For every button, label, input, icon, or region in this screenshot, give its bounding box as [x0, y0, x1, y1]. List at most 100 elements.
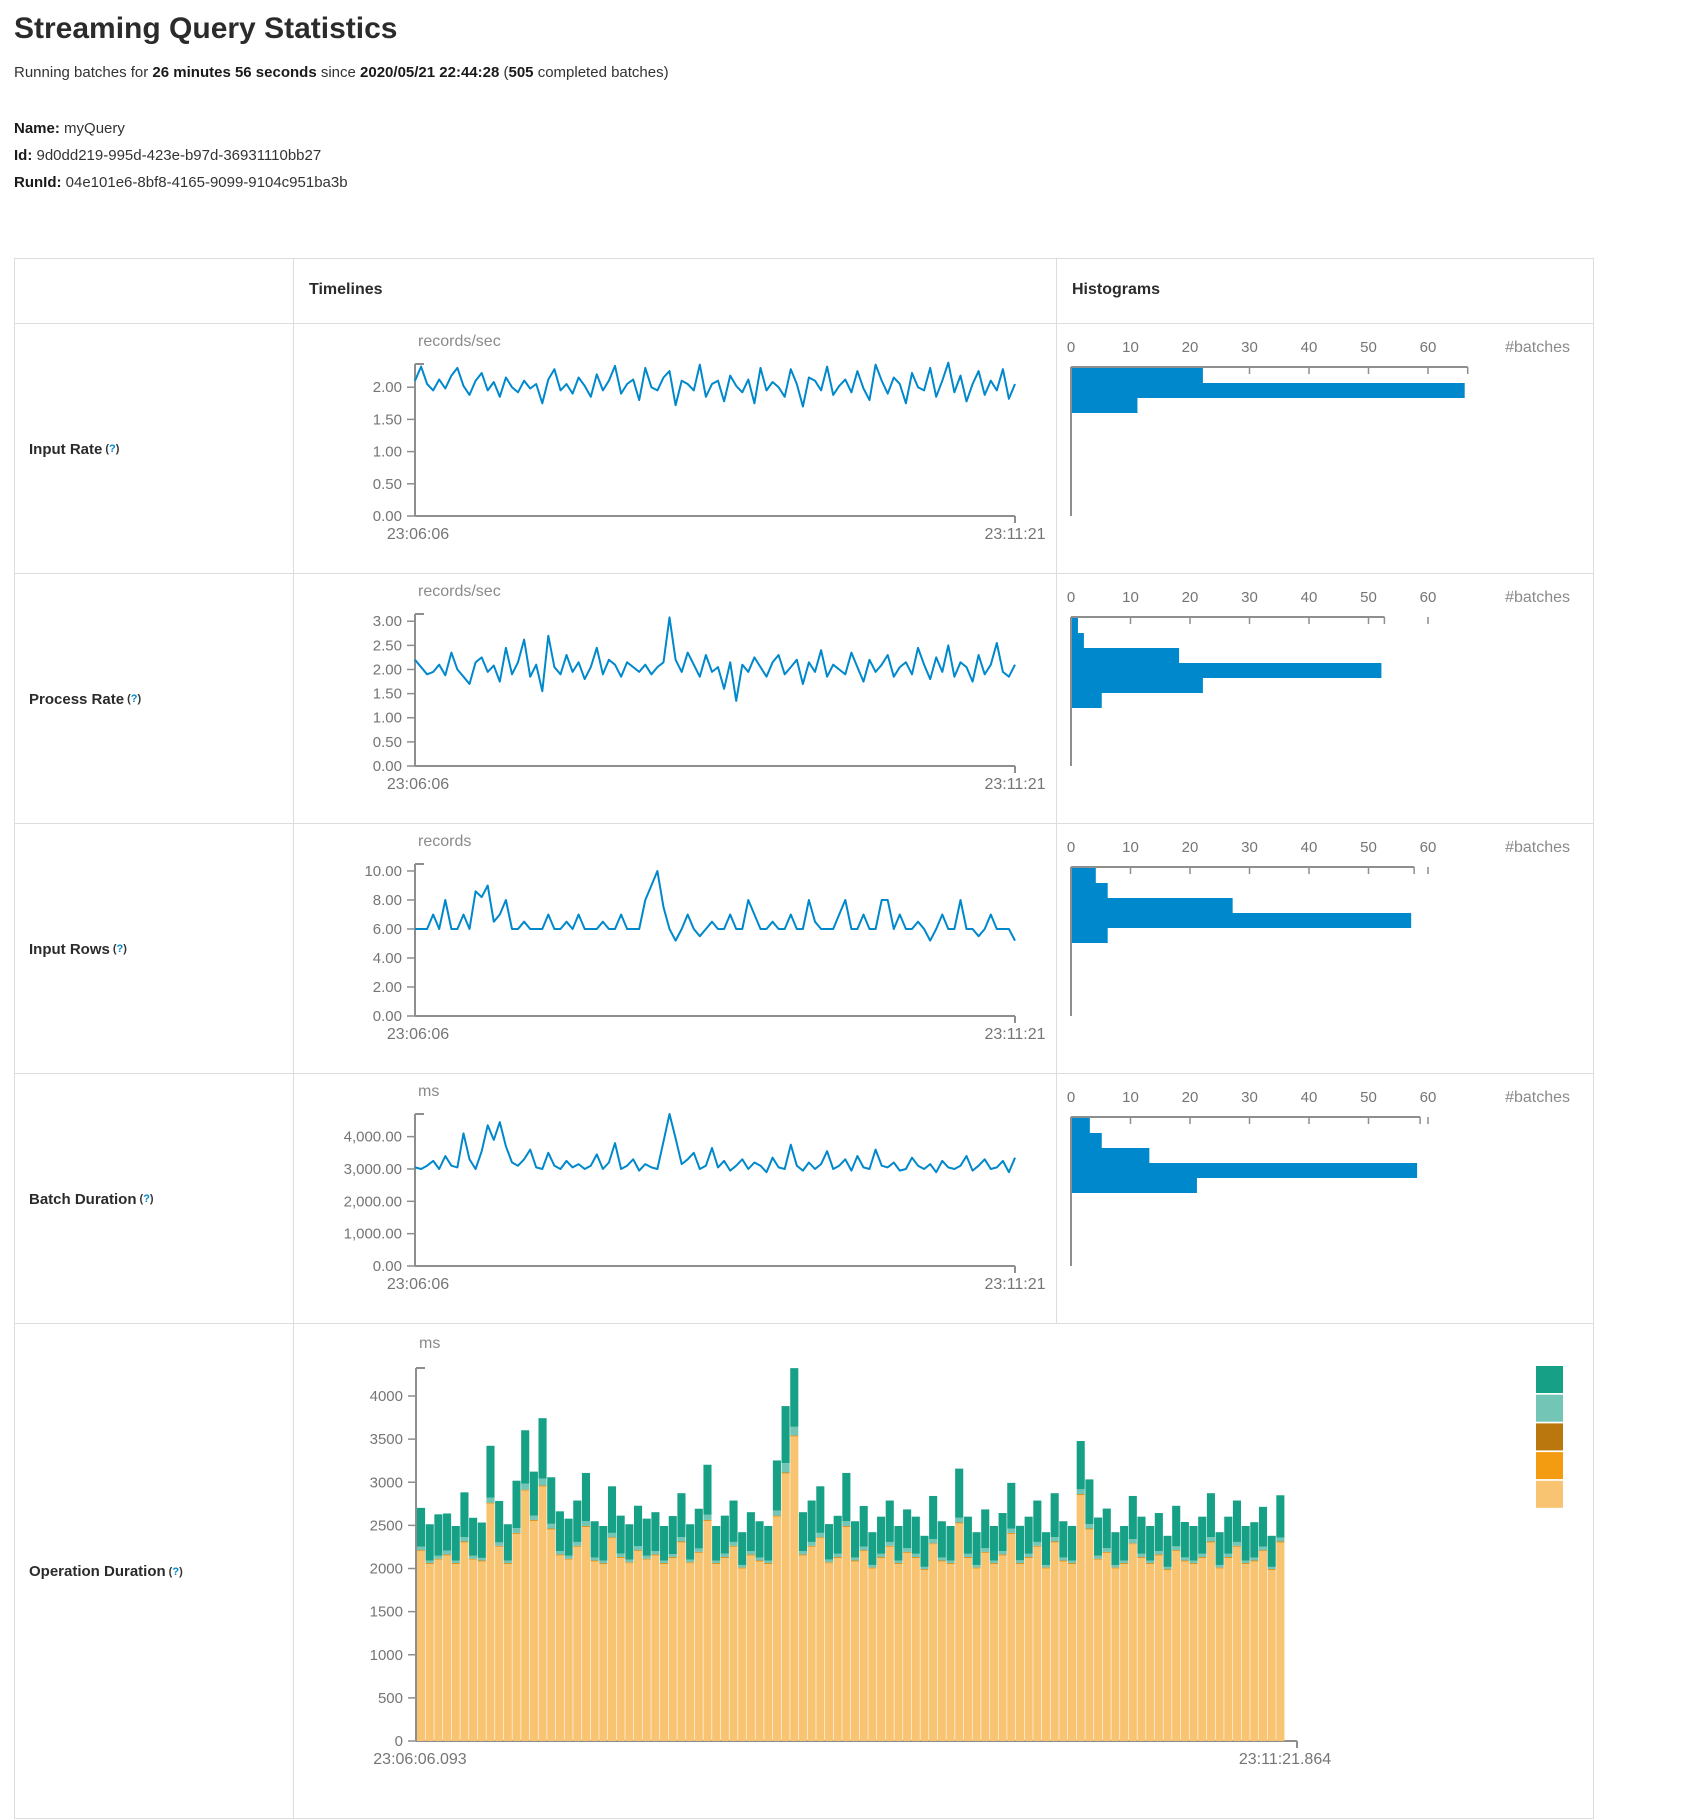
svg-text:23:11:21.864: 23:11:21.864: [1239, 1751, 1331, 1768]
operation-duration-stacked-chart: ms 4000 3500 3000 2500 2000 1500 1000 500 023:06:…: [370, 1335, 1563, 1768]
header-timelines-cell: Timelines: [293, 259, 1057, 323]
svg-text:60: 60: [1420, 589, 1437, 606]
svg-text:30: 30: [1241, 339, 1258, 356]
timelines-header: Timelines: [309, 281, 383, 298]
query-id-line: Id: 9d0dd219-995d-423e-b97d-36931110bb27: [14, 147, 321, 164]
svg-text:30: 30: [1241, 589, 1258, 606]
completed-batches-count: 505: [508, 64, 534, 81]
process-rate-histogram-cell: #batches 0 10 20 30 40 50 60: [1056, 574, 1594, 824]
svg-text:2.00: 2.00: [373, 661, 402, 678]
svg-text:50: 50: [1360, 589, 1377, 606]
query-runid-label: RunId:: [14, 174, 62, 191]
svg-text:40: 40: [1301, 339, 1318, 356]
input-rate-timeline-cell: records/sec 2.00 1.50 1.00 0.50 0.00 23:06:06 2…: [293, 324, 1057, 574]
histograms-header: Histograms: [1072, 281, 1161, 298]
svg-text:3500: 3500: [370, 1431, 403, 1448]
svg-text:60: 60: [1420, 839, 1437, 856]
process-rate-timeline-chart: records/sec3.002.502.001.501.000.500.002…: [373, 583, 1046, 793]
batch-duration-timeline-chart: ms4,000.003,000.002,000.001,000.000.0023…: [344, 1083, 1046, 1293]
svg-text:ms: ms: [418, 1083, 439, 1100]
svg-text:0.00: 0.00: [373, 508, 402, 525]
svg-text:50: 50: [1360, 839, 1377, 856]
svg-text:#batches: #batches: [1505, 1089, 1570, 1106]
svg-text:23:06:06: 23:06:06: [387, 526, 449, 543]
svg-text:20: 20: [1182, 839, 1199, 856]
svg-text:2500: 2500: [370, 1517, 403, 1534]
svg-text:10: 10: [1122, 1089, 1139, 1106]
svg-text:#batches: #batches: [1505, 839, 1570, 856]
legend-swatch-queryPlanning: [1536, 1394, 1563, 1422]
start-timestamp: 2020/05/21 22:44:28: [360, 64, 500, 81]
svg-text:4.00: 4.00: [373, 950, 402, 967]
input-rate-help-link[interactable]: (?): [105, 443, 120, 455]
svg-text:23:11:21: 23:11:21: [984, 526, 1045, 543]
question-mark-icon: ?: [172, 1565, 180, 1578]
legend-swatch-latestOffset: [1536, 1423, 1563, 1451]
batch-duration-histogram-chart: #batches 0 10 20 30 40 50 60: [1067, 1089, 1570, 1266]
svg-text:23:11:21: 23:11:21: [984, 1026, 1045, 1043]
question-mark-icon: ?: [116, 943, 124, 955]
question-mark-icon: ?: [143, 1193, 150, 1205]
svg-text:#batches: #batches: [1505, 339, 1570, 356]
running-batches-summary: Running batches for 26 minutes 56 second…: [14, 64, 669, 81]
svg-text:records: records: [418, 833, 471, 850]
running-prefix: Running batches for: [14, 64, 153, 81]
svg-text:20: 20: [1182, 339, 1199, 356]
batch-duration-help-link[interactable]: (?): [139, 1193, 154, 1205]
svg-text:10: 10: [1122, 839, 1139, 856]
svg-text:30: 30: [1241, 1089, 1258, 1106]
completed-batches-suffix: completed batches): [533, 64, 669, 81]
page-title: Streaming Query Statistics: [14, 12, 398, 45]
question-mark-icon: ?: [130, 693, 138, 705]
svg-text:records/sec: records/sec: [418, 333, 501, 350]
process-rate-histogram-chart: #batches 0 10 20 30 40 50 60: [1067, 589, 1570, 766]
input-rate-label: Input Rate (?): [29, 440, 120, 458]
svg-text:2.00: 2.00: [373, 379, 402, 396]
svg-text:1,000.00: 1,000.00: [344, 1226, 402, 1243]
svg-text:20: 20: [1182, 589, 1199, 606]
svg-text:2,000.00: 2,000.00: [344, 1193, 402, 1210]
query-name-label: Name:: [14, 120, 60, 137]
operation-duration-chart-cell: ms 4000 3500 3000 2500 2000 1500 1000 500 0 23:06:…: [293, 1324, 1594, 1819]
statistics-table: Timelines Histograms Input Rate (?) reco…: [14, 258, 1594, 1819]
svg-text:10: 10: [1122, 339, 1139, 356]
input-rate-row: Input Rate (?) records/sec 2.00 1.50 1.00 0.…: [15, 323, 1593, 574]
svg-text:10: 10: [1122, 589, 1139, 606]
process-rate-row: Process Rate (?) records/sec 3.00 2.50 2.00…: [15, 573, 1593, 824]
svg-text:23:11:21: 23:11:21: [984, 1276, 1045, 1293]
svg-text:0.50: 0.50: [373, 476, 402, 493]
running-duration: 26 minutes 56 seconds: [152, 64, 317, 81]
operation-duration-row: Operation Duration (?) ms 4000 3500 3000 250…: [15, 1323, 1593, 1819]
svg-text:4,000.00: 4,000.00: [344, 1129, 402, 1146]
svg-text:#batches: #batches: [1505, 589, 1570, 606]
svg-text:2000: 2000: [370, 1561, 403, 1578]
svg-text:records/sec: records/sec: [418, 583, 501, 600]
input-rows-help-link[interactable]: (?): [112, 943, 127, 955]
svg-text:0: 0: [1067, 589, 1075, 606]
process-rate-label: Process Rate (?): [29, 690, 142, 708]
query-id-label: Id:: [14, 147, 33, 164]
svg-text:40: 40: [1301, 1089, 1318, 1106]
input-rows-label: Input Rows (?): [29, 940, 127, 958]
paren-open: (: [499, 64, 509, 81]
svg-text:23:11:21: 23:11:21: [984, 776, 1045, 793]
svg-text:60: 60: [1420, 1089, 1437, 1106]
operation-duration-help-link[interactable]: (?): [168, 1565, 183, 1578]
svg-text:40: 40: [1301, 839, 1318, 856]
since-word: since: [316, 64, 361, 81]
legend-swatch-getBatch: [1536, 1452, 1563, 1480]
table-header-row: Timelines Histograms: [15, 259, 1593, 323]
query-name-line: Name: myQuery: [14, 120, 125, 137]
process-rate-timeline-cell: records/sec 3.00 2.50 2.00 1.50 1.00 0.50 0.00 2…: [293, 574, 1057, 824]
svg-text:2.50: 2.50: [373, 637, 402, 654]
svg-text:40: 40: [1301, 589, 1318, 606]
query-name-value: myQuery: [64, 120, 125, 137]
process-rate-help-link[interactable]: (?): [127, 693, 142, 705]
svg-text:0.50: 0.50: [373, 734, 402, 751]
input-rows-label-cell: Input Rows (?): [15, 824, 293, 1074]
query-id-value: 9d0dd219-995d-423e-b97d-36931110bb27: [36, 147, 322, 164]
operation-duration-label: Operation Duration (?): [29, 1563, 183, 1580]
svg-text:23:06:06: 23:06:06: [387, 1276, 449, 1293]
